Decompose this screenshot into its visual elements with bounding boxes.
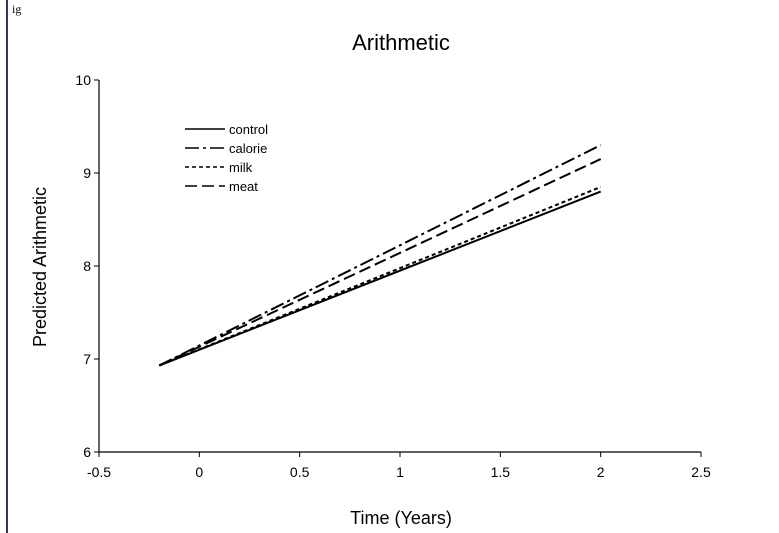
- legend-label-milk: milk: [229, 160, 253, 175]
- axes: -0.5 0 0.5 1 1.5 2 2.5 6 7 8 9 10: [75, 72, 711, 480]
- series-line-calorie: [158, 144, 602, 367]
- y-tick-label: 9: [83, 165, 91, 181]
- legend-label-meat: meat: [229, 179, 258, 194]
- x-tick-label: 1: [396, 464, 404, 480]
- left-border: [6, 0, 8, 533]
- y-tick-label: 7: [83, 351, 91, 367]
- legend: control calorie milk meat: [185, 122, 268, 194]
- x-tick-label: 0.5: [290, 464, 310, 480]
- series-lines: [158, 144, 602, 367]
- series-line-meat: [158, 158, 602, 367]
- x-tick-label: 1.5: [491, 464, 511, 480]
- chart-title: Arithmetic: [352, 30, 450, 55]
- y-tick-label: 10: [75, 72, 91, 88]
- x-tick-label: 2.5: [691, 464, 711, 480]
- x-tick-label: -0.5: [87, 464, 111, 480]
- x-tick-label: 2: [597, 464, 605, 480]
- y-tick-label: 8: [83, 258, 91, 274]
- legend-label-calorie: calorie: [229, 141, 267, 156]
- corner-text: ig: [12, 2, 21, 16]
- series-line-milk: [158, 186, 602, 367]
- y-axis-label: Predicted Arithmetic: [30, 187, 50, 347]
- legend-label-control: control: [229, 122, 268, 137]
- y-tick-label: 6: [83, 444, 91, 460]
- x-tick-label: 0: [195, 464, 203, 480]
- x-axis-label: Time (Years): [350, 508, 452, 528]
